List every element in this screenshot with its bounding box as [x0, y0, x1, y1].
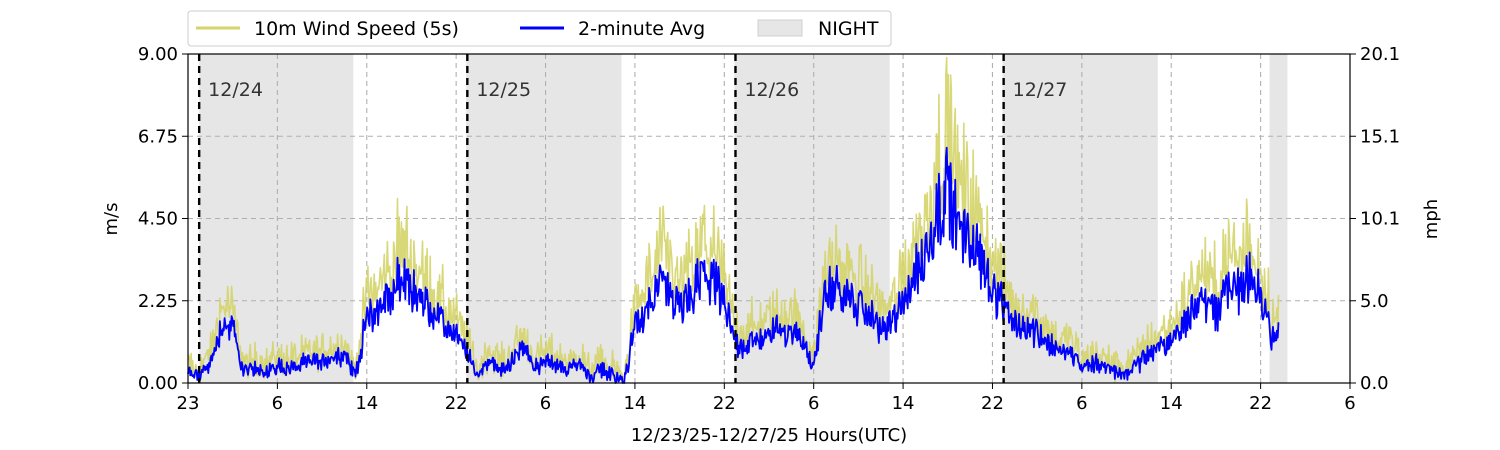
x-tick-label-11: 14 — [1160, 393, 1183, 414]
y-left-tick-label-4: 9.00 — [138, 44, 178, 65]
x-tick-label-3: 22 — [445, 393, 468, 414]
legend-avg-label: 2-minute Avg — [578, 18, 705, 40]
x-tick-label-0: 23 — [177, 393, 200, 414]
x-tick-label-13: 6 — [1344, 393, 1355, 414]
gridlines — [188, 54, 1350, 383]
y-right-tick-label-1: 5.0 — [1360, 291, 1389, 312]
legend-night-swatch — [757, 19, 803, 37]
y-left-tick-label-1: 2.25 — [138, 291, 178, 312]
axis-ticks: 23 6 14 22 6 14 22 6 14 22 6 14 22 6 0.00 2.25 4.50 6.75 9… — [138, 44, 1400, 414]
x-tick-label-12: 22 — [1249, 393, 1272, 414]
y-right-tick-label-3: 15.1 — [1360, 126, 1400, 147]
day-marker-label-2: 12/26 — [744, 79, 799, 101]
y-left-tick-label-0: 0.00 — [138, 373, 178, 394]
day-marker-label-1: 12/25 — [476, 79, 531, 101]
x-tick-label-9: 22 — [981, 393, 1004, 414]
x-tick-label-2: 14 — [355, 393, 378, 414]
x-tick-label-6: 22 — [713, 393, 736, 414]
y-right-tick-label-0: 0.0 — [1360, 373, 1389, 394]
y-right-tick-label-2: 10.1 — [1360, 209, 1400, 230]
legend-raw-label: 10m Wind Speed (5s) — [254, 18, 459, 40]
y-right-tick-label-4: 20.1 — [1360, 44, 1400, 65]
y-axis-label-left: m/s — [101, 203, 122, 236]
avg-wind-series — [187, 146, 1280, 384]
x-tick-label-10: 6 — [1076, 393, 1087, 414]
series-avg-line — [187, 146, 1280, 384]
x-axis-label: 12/23/25-12/27/25 Hours(UTC) — [631, 425, 907, 446]
y-left-tick-label-2: 4.50 — [138, 209, 178, 230]
y-left-tick-label-3: 6.75 — [138, 126, 178, 147]
day-marker-label-3: 12/27 — [1013, 79, 1068, 101]
day-markers: 12/24 12/25 12/26 12/27 — [197, 54, 1068, 383]
x-tick-label-8: 14 — [892, 393, 915, 414]
legend: 10m Wind Speed (5s) 2-minute Avg NIGHT — [187, 10, 892, 47]
x-tick-label-7: 6 — [808, 393, 819, 414]
x-tick-label-1: 6 — [272, 393, 283, 414]
x-tick-label-5: 14 — [623, 393, 646, 414]
y-axis-label-right: mph — [1421, 199, 1442, 239]
day-marker-label-0: 12/24 — [208, 79, 263, 101]
x-tick-label-4: 6 — [540, 393, 551, 414]
legend-night-label: NIGHT — [818, 18, 879, 40]
